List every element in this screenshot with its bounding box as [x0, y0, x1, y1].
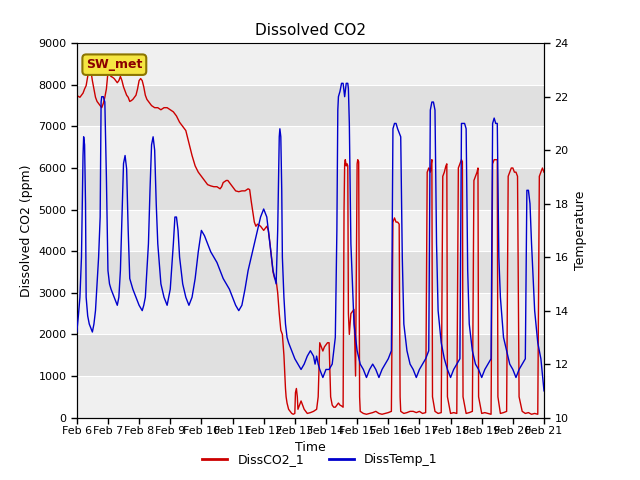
Bar [77, 168, 544, 210]
Bar [77, 126, 544, 168]
Bar [77, 376, 544, 418]
Bar [77, 85, 544, 126]
Bar [77, 335, 544, 376]
Y-axis label: Dissolved CO2 (ppm): Dissolved CO2 (ppm) [20, 164, 33, 297]
Y-axis label: Temperature: Temperature [574, 191, 588, 270]
Bar [77, 210, 544, 251]
Bar [77, 293, 544, 335]
Legend: DissCO2_1, DissTemp_1: DissCO2_1, DissTemp_1 [197, 448, 443, 471]
X-axis label: Time: Time [295, 442, 326, 455]
Bar [77, 251, 544, 293]
Title: Dissolved CO2: Dissolved CO2 [255, 23, 366, 38]
Bar [77, 43, 544, 85]
Text: SW_met: SW_met [86, 58, 143, 71]
